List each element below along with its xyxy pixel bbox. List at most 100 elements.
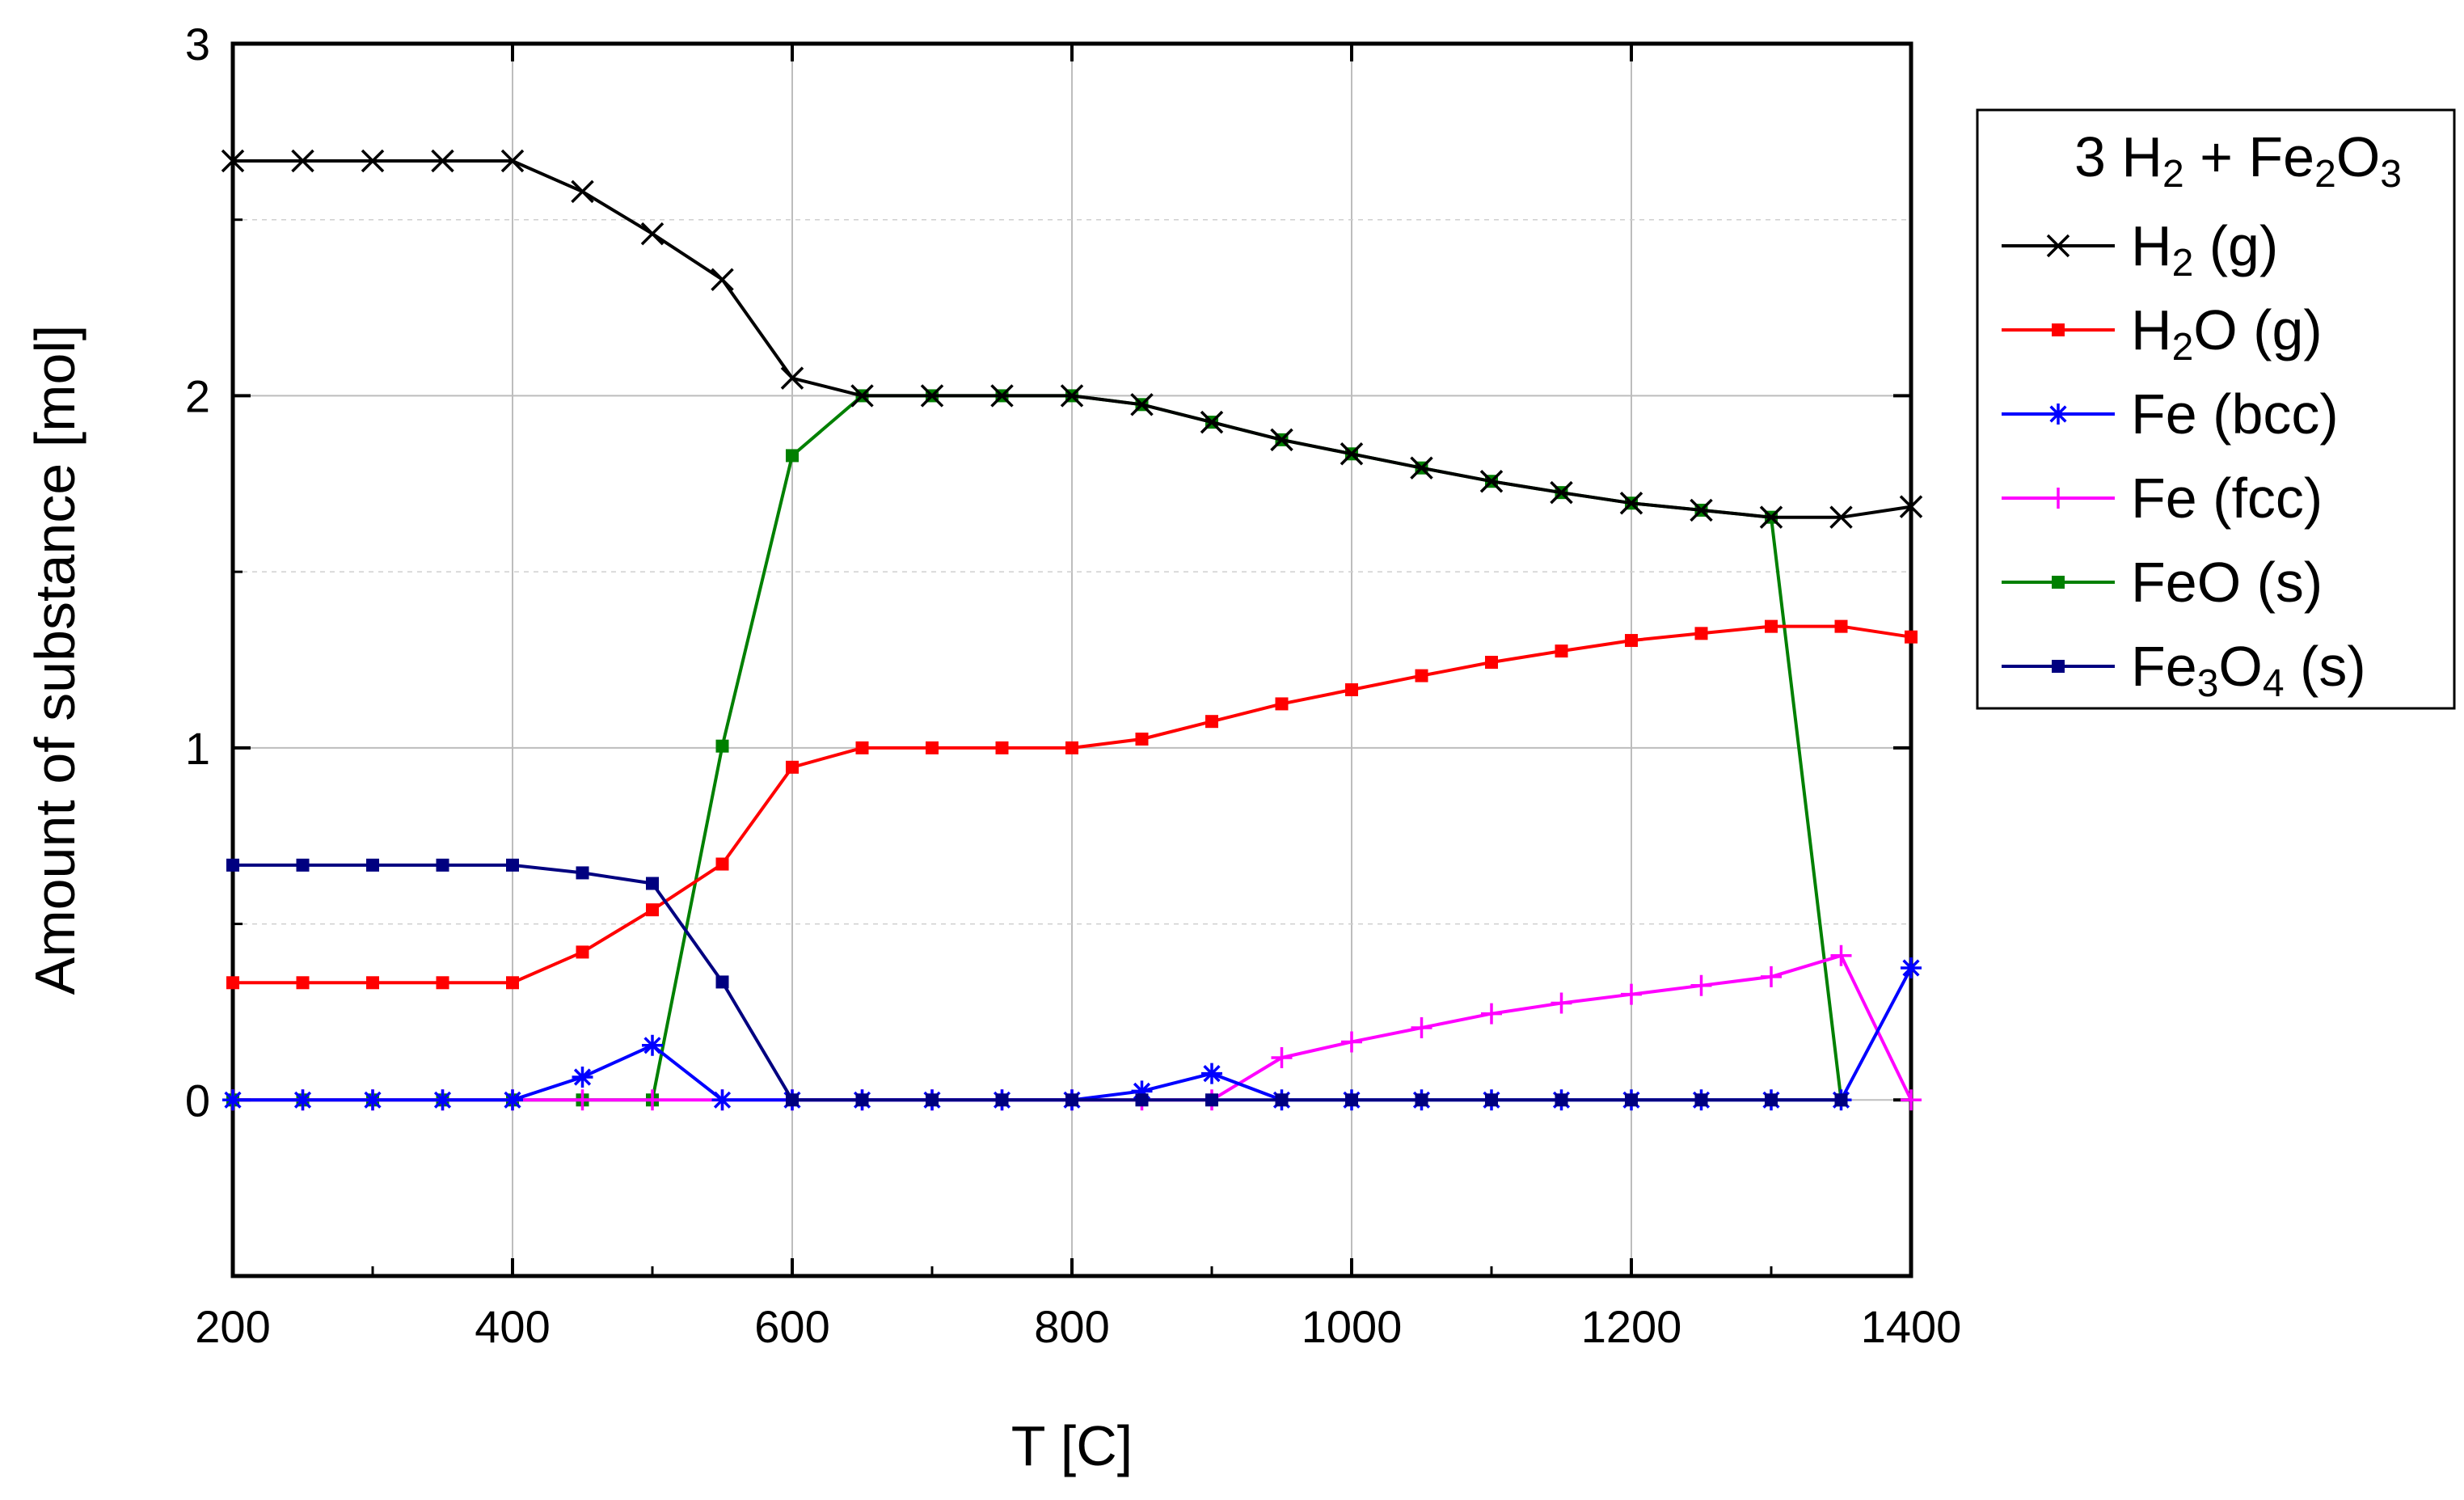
data-point bbox=[226, 858, 239, 872]
data-point bbox=[572, 1066, 593, 1088]
data-point bbox=[576, 945, 589, 959]
data-point bbox=[362, 1089, 383, 1111]
x-tick-label: 1200 bbox=[1581, 1301, 1682, 1352]
series-h2o-g bbox=[226, 619, 1918, 990]
legend-entry: H2O (g) bbox=[2002, 298, 2323, 369]
data-point bbox=[646, 877, 659, 890]
series-fe3o4-s bbox=[226, 858, 1848, 1107]
x-tick-label: 600 bbox=[754, 1301, 829, 1352]
data-point bbox=[1485, 656, 1498, 670]
data-point bbox=[1341, 1031, 1362, 1053]
data-point bbox=[715, 857, 729, 871]
data-point bbox=[296, 858, 310, 872]
data-point bbox=[1065, 1093, 1078, 1107]
data-point bbox=[855, 1093, 869, 1107]
data-point bbox=[366, 976, 379, 990]
data-point bbox=[436, 976, 449, 990]
data-point bbox=[1694, 627, 1708, 640]
legend-label: H2 (g) bbox=[2131, 214, 2278, 285]
data-point bbox=[1761, 965, 1782, 987]
legend-label: FeO (s) bbox=[2131, 551, 2323, 614]
data-point bbox=[920, 384, 944, 408]
legend-label: Fe (fcc) bbox=[2131, 467, 2323, 530]
data-point bbox=[1901, 957, 1922, 978]
data-point bbox=[1275, 697, 1289, 711]
data-point bbox=[1345, 683, 1358, 697]
data-point bbox=[1060, 384, 1084, 408]
x-tick-label: 1400 bbox=[1861, 1301, 1962, 1352]
y-axis-title: Amount of substance [mol] bbox=[23, 325, 86, 995]
data-point bbox=[640, 222, 665, 246]
legend-entry: H2 (g) bbox=[2002, 214, 2278, 285]
data-point bbox=[1555, 644, 1568, 658]
data-point bbox=[1694, 1093, 1708, 1107]
data-point bbox=[500, 149, 525, 173]
data-point bbox=[1270, 428, 1293, 452]
data-point bbox=[855, 741, 869, 754]
data-point bbox=[1135, 1093, 1149, 1107]
data-point bbox=[221, 149, 245, 173]
data-point bbox=[1135, 732, 1149, 746]
data-point bbox=[786, 1093, 799, 1107]
data-point bbox=[1830, 944, 1852, 966]
legend-swatch-marker bbox=[2052, 660, 2065, 673]
legend-swatch-marker bbox=[2052, 323, 2065, 336]
data-point bbox=[1621, 983, 1642, 1005]
data-point bbox=[990, 384, 1014, 408]
data-point bbox=[1619, 491, 1643, 515]
y-tick-label: 2 bbox=[185, 370, 210, 421]
data-point bbox=[1205, 1093, 1218, 1107]
data-point bbox=[1205, 715, 1218, 729]
series-line-fe3o4-s bbox=[233, 863, 1842, 1102]
data-point bbox=[502, 1089, 523, 1111]
data-point bbox=[1130, 393, 1154, 416]
data-point bbox=[506, 976, 519, 990]
data-point bbox=[1834, 619, 1848, 633]
data-point bbox=[1201, 1063, 1222, 1084]
legend-entry: Fe (bcc) bbox=[2002, 382, 2339, 446]
data-point bbox=[642, 1089, 663, 1111]
axes: 200 400 600 800 1000 1200 1400 0 1 2 3 bbox=[185, 19, 1961, 1352]
y-tick-label: 3 bbox=[185, 19, 210, 70]
data-point bbox=[1200, 410, 1224, 434]
series-layer bbox=[221, 149, 1923, 1111]
y-tick-label: 0 bbox=[185, 1075, 210, 1126]
x-axis-title: T [C] bbox=[1011, 1414, 1133, 1477]
data-point bbox=[1345, 1093, 1358, 1107]
data-point bbox=[1415, 1093, 1428, 1107]
data-point bbox=[1131, 1080, 1153, 1102]
data-point bbox=[571, 180, 594, 204]
data-point bbox=[361, 149, 385, 173]
data-point bbox=[646, 903, 659, 917]
x-tick-label: 1000 bbox=[1302, 1301, 1403, 1352]
data-point bbox=[711, 1089, 733, 1111]
data-point bbox=[1625, 1093, 1638, 1107]
data-point bbox=[576, 866, 589, 880]
data-point bbox=[1271, 1047, 1293, 1069]
legend-entry: FeO (s) bbox=[2002, 551, 2323, 614]
data-point bbox=[642, 1034, 663, 1056]
legend-swatch-marker bbox=[2052, 576, 2065, 589]
data-point bbox=[1485, 1093, 1498, 1107]
x-tick-label: 200 bbox=[195, 1301, 270, 1352]
data-point bbox=[436, 858, 449, 872]
data-point bbox=[715, 975, 729, 989]
data-point bbox=[1765, 619, 1778, 633]
data-point bbox=[1275, 1093, 1289, 1107]
data-point bbox=[995, 741, 1009, 754]
data-point bbox=[1690, 974, 1712, 996]
data-point bbox=[1551, 992, 1572, 1014]
data-point bbox=[1834, 1093, 1848, 1107]
data-point bbox=[1481, 1003, 1502, 1025]
data-point bbox=[1550, 480, 1573, 505]
data-point bbox=[926, 741, 939, 754]
legend-entry: Fe (fcc) bbox=[2002, 467, 2323, 530]
data-point bbox=[291, 149, 314, 173]
data-point bbox=[366, 858, 379, 872]
data-point bbox=[995, 1093, 1009, 1107]
data-point bbox=[506, 858, 519, 872]
data-point bbox=[780, 366, 804, 390]
data-point bbox=[1479, 470, 1504, 493]
data-point bbox=[715, 739, 729, 753]
data-point bbox=[572, 1089, 593, 1111]
